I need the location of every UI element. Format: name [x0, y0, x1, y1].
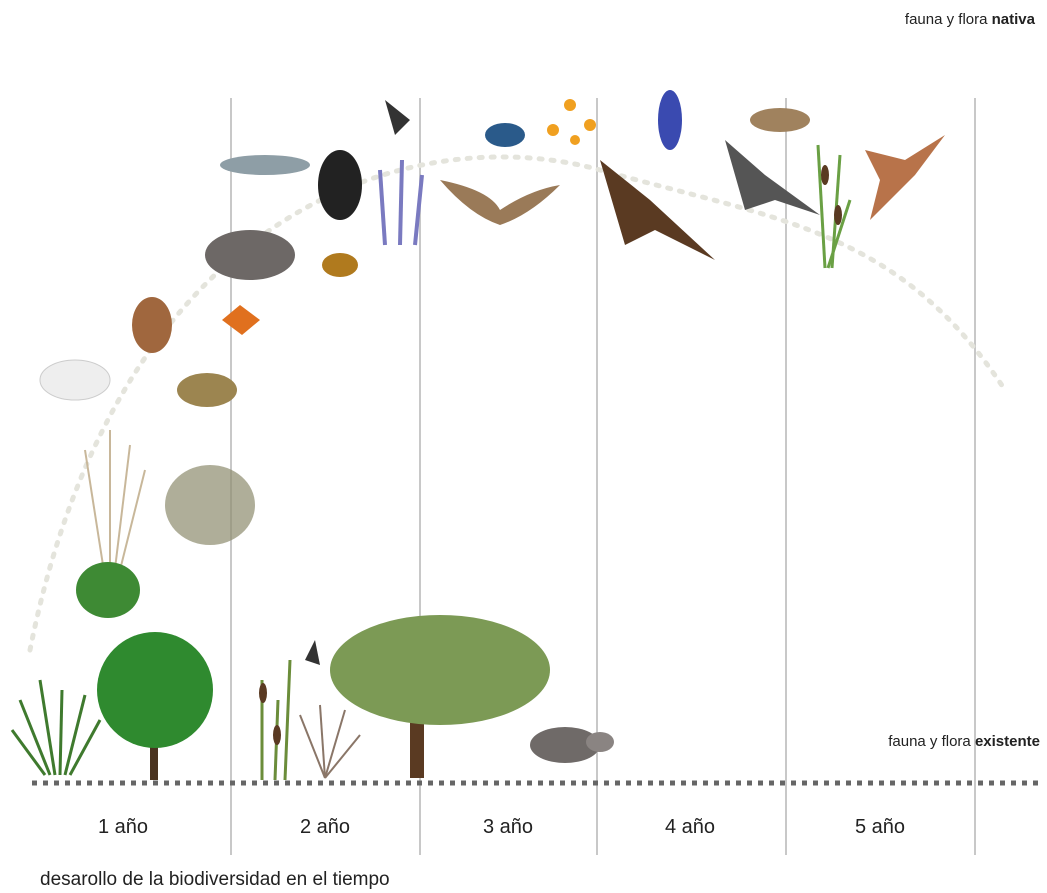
- hummingbird: [658, 90, 682, 150]
- existing-illustrations: [12, 615, 614, 780]
- partridge: [132, 297, 172, 353]
- bush: [300, 705, 360, 778]
- kingfisher: [485, 123, 525, 147]
- growth-arc: [30, 157, 1005, 650]
- existing-label-bold: existente: [975, 733, 1040, 750]
- fox: [205, 230, 295, 280]
- butterfly: [305, 640, 320, 665]
- butterfly: [385, 100, 410, 135]
- year-label: 1 año: [98, 816, 148, 838]
- caracara: [600, 160, 715, 260]
- toad: [177, 373, 237, 407]
- page: fauna y flora nativa fauna y flora exist…: [0, 0, 1047, 893]
- year-label: 5 año: [855, 816, 905, 838]
- caption: desarollo de la biodiversidad en el tiem…: [40, 869, 390, 890]
- existing-label: fauna y flora existente: [888, 733, 1040, 750]
- diagram: fauna y flora nativa fauna y flora exist…: [0, 0, 1047, 893]
- reeds: [818, 145, 850, 268]
- goose: [40, 360, 110, 400]
- reeds: [262, 660, 290, 780]
- hawk: [865, 135, 945, 220]
- bee: [322, 253, 358, 277]
- year-label: 3 año: [483, 816, 533, 838]
- tree-crown: [330, 615, 550, 725]
- existing-label-text: fauna y flora: [888, 733, 971, 750]
- native-illustrations: [40, 90, 945, 618]
- vulture: [318, 150, 362, 220]
- grass-base: [76, 562, 140, 618]
- tree-crown: [97, 632, 213, 748]
- year-label: 2 año: [300, 816, 350, 838]
- owl: [440, 180, 560, 225]
- sparrow: [750, 108, 810, 132]
- butterfly: [222, 305, 260, 335]
- native-label-bold: nativa: [992, 11, 1036, 28]
- pigeon: [725, 140, 820, 215]
- fish: [220, 155, 310, 175]
- native-label: fauna y flora nativa: [905, 11, 1036, 28]
- stipa-grass: [165, 465, 255, 545]
- year-label: 4 año: [665, 816, 715, 838]
- flowers: [547, 99, 596, 145]
- grass-clump: [12, 680, 100, 775]
- native-label-text: fauna y flora: [905, 11, 988, 28]
